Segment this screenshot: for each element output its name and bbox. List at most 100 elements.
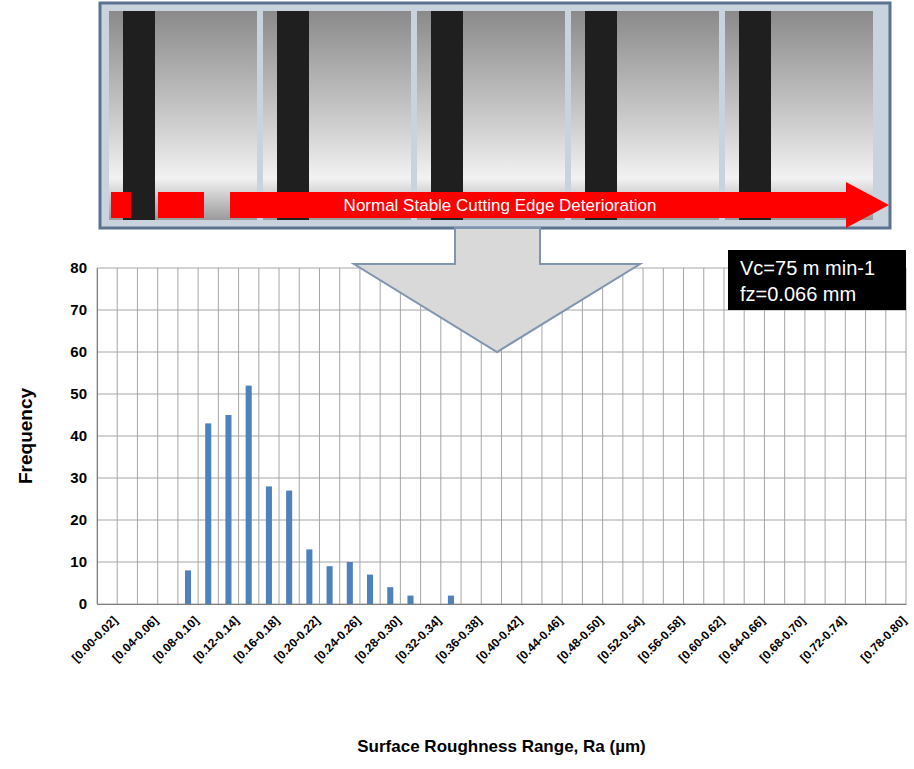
x-axis-title: Surface Roughness Range, Ra (µm) xyxy=(357,737,645,756)
bar xyxy=(266,486,272,604)
grid-line-x xyxy=(420,268,421,604)
grid-line-x xyxy=(258,268,259,604)
grid-line-x xyxy=(299,268,300,604)
grid-line-x xyxy=(906,268,907,604)
bar xyxy=(468,604,474,605)
bar xyxy=(327,566,333,604)
bar xyxy=(589,604,595,605)
bar xyxy=(610,604,616,605)
y-tick-label: 0 xyxy=(79,595,87,612)
grid-line-x xyxy=(359,268,360,604)
bar xyxy=(306,549,312,604)
bar xyxy=(792,604,798,605)
bar xyxy=(852,604,858,605)
grid-line-x xyxy=(764,268,765,604)
grid-line-x xyxy=(683,268,684,604)
bar xyxy=(165,604,171,605)
y-tick-label: 60 xyxy=(70,343,87,360)
bar xyxy=(124,604,130,605)
x-axis-line xyxy=(98,604,907,605)
photo xyxy=(109,11,257,220)
y-axis-line xyxy=(97,269,98,605)
grid-line-x xyxy=(784,268,785,604)
arrow-block xyxy=(158,192,204,218)
red-arrow xyxy=(230,182,889,228)
banner-text: Normal Stable Cutting Edge Deterioration xyxy=(344,196,657,215)
y-tick: 70 xyxy=(70,301,97,318)
bar xyxy=(630,604,636,605)
grid-line-x xyxy=(400,268,401,604)
grid-line-x xyxy=(137,268,138,604)
grid-line-x xyxy=(845,268,846,604)
grid-line-x xyxy=(117,268,118,604)
annotation-text: Vc=75 m min-1 xyxy=(740,257,875,279)
y-tick-label: 80 xyxy=(70,259,87,276)
y-tick-label: 20 xyxy=(70,511,87,528)
photo xyxy=(417,11,565,220)
bar xyxy=(549,604,555,605)
grid-line-x xyxy=(339,268,340,604)
chart: Normal Stable Cutting Edge Deterioration… xyxy=(0,0,914,769)
bar xyxy=(509,604,515,605)
y-axis: 01020304050607080 xyxy=(70,259,97,612)
bar xyxy=(772,604,778,605)
bar xyxy=(650,604,656,605)
x-axis: [0.00-0.02][0.04-0.06][0.08-0.10][0.12-0… xyxy=(69,605,909,665)
x-tick-label: [0.72-0.74] xyxy=(797,613,848,664)
grid-line-x xyxy=(562,268,563,604)
grid-line-x xyxy=(198,268,199,604)
grid-line-x xyxy=(865,268,866,604)
annotation-text: fz=0.066 mm xyxy=(740,283,856,305)
grid-line-x xyxy=(218,268,219,604)
bar xyxy=(225,415,231,604)
grid-line-x xyxy=(602,268,603,604)
bar xyxy=(145,604,151,605)
photo-frame xyxy=(100,3,890,228)
bar xyxy=(185,570,191,604)
grid-line-x xyxy=(279,268,280,604)
bar xyxy=(812,604,818,605)
bar xyxy=(448,596,454,604)
photo-shadow xyxy=(277,11,309,220)
y-tick: 80 xyxy=(70,259,97,276)
photo-shadow xyxy=(739,11,771,220)
x-tick: [0.78-0.80] xyxy=(858,613,909,664)
grid-line-x xyxy=(582,268,583,604)
photo xyxy=(263,11,411,220)
bar xyxy=(246,386,252,604)
grid-line-x xyxy=(97,268,98,604)
grid-line-x xyxy=(319,268,320,604)
grid-line-x xyxy=(804,268,805,604)
grid-line-x xyxy=(238,268,239,604)
bar xyxy=(205,423,211,604)
y-tick: 40 xyxy=(70,427,97,444)
y-tick: 0 xyxy=(79,595,97,612)
arrow-block xyxy=(111,192,131,218)
grid-line-x xyxy=(744,268,745,604)
y-tick: 20 xyxy=(70,511,97,528)
grid-line-x xyxy=(825,268,826,604)
bar xyxy=(751,604,757,605)
bar xyxy=(832,604,838,605)
bar xyxy=(529,604,535,605)
grid-line-x xyxy=(663,268,664,604)
grid-line-x xyxy=(622,268,623,604)
y-tick: 50 xyxy=(70,385,97,402)
bar xyxy=(569,604,575,605)
bar xyxy=(347,562,353,604)
x-tick-label: [0.78-0.80] xyxy=(858,613,909,664)
photo-shadow xyxy=(123,11,155,220)
y-tick-label: 30 xyxy=(70,469,87,486)
grid-line-x xyxy=(885,268,886,604)
bar xyxy=(367,575,373,604)
bar xyxy=(428,604,434,605)
annotation-box xyxy=(728,250,906,310)
bar xyxy=(893,604,899,605)
y-axis-title: Frequency xyxy=(15,388,36,485)
photo xyxy=(571,11,719,220)
grid-line-x xyxy=(380,268,381,604)
bar xyxy=(873,604,879,605)
bar xyxy=(731,604,737,605)
y-tick: 60 xyxy=(70,343,97,360)
y-tick: 30 xyxy=(70,469,97,486)
